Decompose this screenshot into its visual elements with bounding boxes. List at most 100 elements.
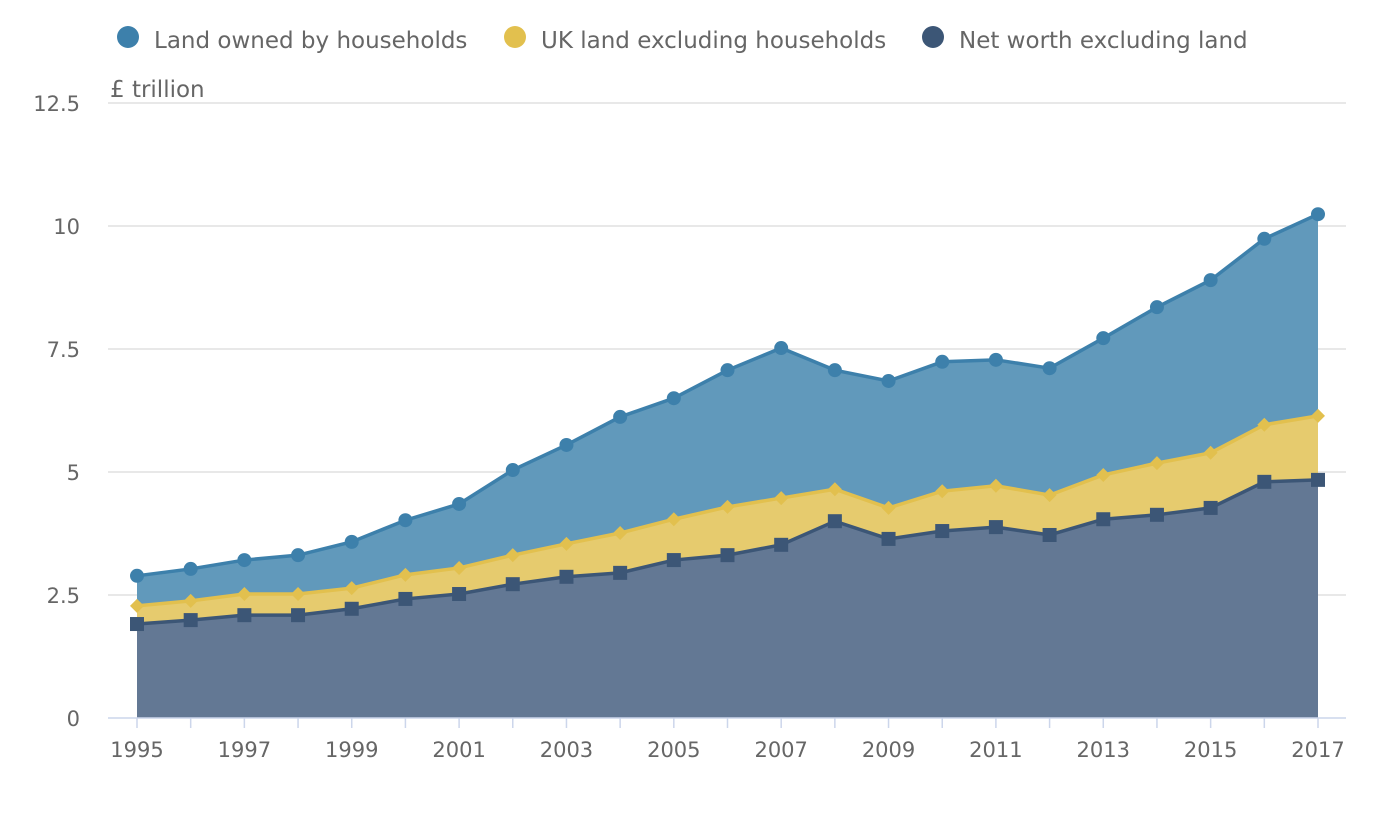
data-point-diamond: [1257, 417, 1272, 432]
y-tick-label: 2.5: [47, 584, 80, 608]
data-point-circle: [613, 409, 628, 424]
data-point-diamond: [183, 593, 198, 608]
data-point-square: [774, 537, 789, 552]
x-tick-label: 1999: [325, 738, 378, 762]
y-tick-label: 7.5: [47, 338, 80, 362]
data-point-square: [1311, 472, 1325, 487]
y-tick-label: 10: [53, 215, 80, 239]
x-tick-label: 2013: [1077, 738, 1130, 762]
legend: Land owned by households UK land excludin…: [117, 26, 1248, 54]
y-axis-label: £ trillion: [110, 77, 205, 103]
data-point-circle: [452, 496, 467, 511]
data-point-circle: [237, 553, 252, 568]
data-point-circle: [666, 391, 681, 406]
data-point-square: [559, 569, 574, 584]
data-point-diamond: [988, 478, 1003, 493]
data-point-square: [130, 617, 144, 632]
data-point-square: [935, 524, 950, 539]
data-point-circle: [1096, 331, 1111, 346]
data-point-diamond: [613, 526, 628, 541]
data-point-diamond: [1096, 467, 1111, 482]
data-point-square: [827, 514, 842, 529]
data-point-diamond: [452, 560, 467, 575]
data-point-diamond: [774, 491, 789, 506]
x-tick-label: 2007: [754, 738, 807, 762]
data-point-circle: [1311, 207, 1325, 222]
data-point-circle: [344, 534, 359, 549]
data-point-diamond: [935, 484, 950, 499]
data-point-square: [1042, 527, 1057, 542]
legend-marker-icon: [117, 26, 139, 48]
data-point-square: [505, 577, 520, 592]
data-point-diamond: [1149, 456, 1164, 471]
x-tick-label: 2003: [540, 738, 593, 762]
data-point-circle: [183, 561, 198, 576]
y-tick-label: 5: [67, 461, 80, 485]
data-point-square: [237, 608, 252, 623]
data-point-circle: [881, 373, 896, 388]
x-axis: 1995 1997 1999 2001 2003 2005 2007 2009 2011 2013…: [108, 717, 1346, 762]
data-point-square: [344, 601, 359, 616]
data-point-diamond: [666, 512, 681, 527]
data-point-square: [720, 548, 735, 563]
data-point-diamond: [881, 500, 896, 515]
data-point-circle: [774, 341, 789, 356]
data-point-diamond: [130, 598, 144, 613]
x-tick-label: 2005: [647, 738, 700, 762]
data-point-diamond: [827, 482, 842, 497]
data-point-circle: [505, 463, 520, 478]
y-axis: 0 2.5 5 7.5 10 12.5: [33, 92, 80, 731]
legend-marker-icon: [922, 26, 944, 48]
x-tick-label: 2017: [1291, 738, 1344, 762]
data-point-square: [1096, 512, 1111, 527]
x-tick-label: 1997: [218, 738, 271, 762]
data-point-square: [1149, 507, 1164, 522]
data-point-square: [666, 553, 681, 568]
data-point-circle: [559, 437, 574, 452]
data-point-circle: [1257, 231, 1272, 246]
data-point-square: [1257, 474, 1272, 489]
data-point-diamond: [720, 499, 735, 514]
data-point-diamond: [237, 587, 252, 602]
data-point-square: [988, 520, 1003, 535]
legend-item-label: UK land excluding households: [541, 28, 886, 54]
data-point-circle: [398, 513, 413, 528]
data-point-square: [452, 587, 467, 602]
y-tick-label: 12.5: [33, 92, 80, 116]
data-point-circle: [988, 352, 1003, 367]
x-tick-label: 1995: [110, 738, 163, 762]
legend-item-label: Net worth excluding land: [959, 28, 1248, 54]
data-point-circle: [1203, 273, 1218, 288]
data-point-circle: [720, 363, 735, 378]
legend-marker-icon: [504, 26, 526, 48]
data-point-square: [881, 531, 896, 546]
area-land-owned-by-households: [137, 214, 1318, 606]
data-point-diamond: [1203, 445, 1218, 460]
data-point-diamond: [559, 536, 574, 551]
y-tick-label: 0: [67, 707, 80, 731]
data-point-square: [183, 613, 198, 628]
markers: [130, 207, 1325, 632]
x-tick-label: 2011: [969, 738, 1022, 762]
x-tick-label: 2001: [432, 738, 485, 762]
data-point-square: [291, 608, 306, 623]
data-point-circle: [130, 568, 144, 583]
data-point-circle: [935, 354, 950, 369]
area-net-worth-excluding-land: [137, 479, 1318, 718]
data-point-circle: [291, 548, 306, 563]
data-point-square: [613, 565, 628, 580]
data-point-diamond: [291, 587, 306, 602]
data-point-diamond: [398, 567, 413, 582]
data-point-diamond: [1042, 488, 1057, 503]
data-point-square: [1203, 500, 1218, 515]
x-tick-label: 2015: [1184, 738, 1237, 762]
data-point-diamond: [505, 548, 520, 563]
data-point-circle: [1042, 361, 1057, 376]
data-point-circle: [827, 363, 842, 378]
data-point-circle: [1149, 300, 1164, 315]
data-point-square: [398, 591, 413, 606]
x-tick-label: 2009: [862, 738, 915, 762]
data-point-diamond: [344, 581, 359, 596]
data-point-diamond: [1311, 408, 1325, 423]
